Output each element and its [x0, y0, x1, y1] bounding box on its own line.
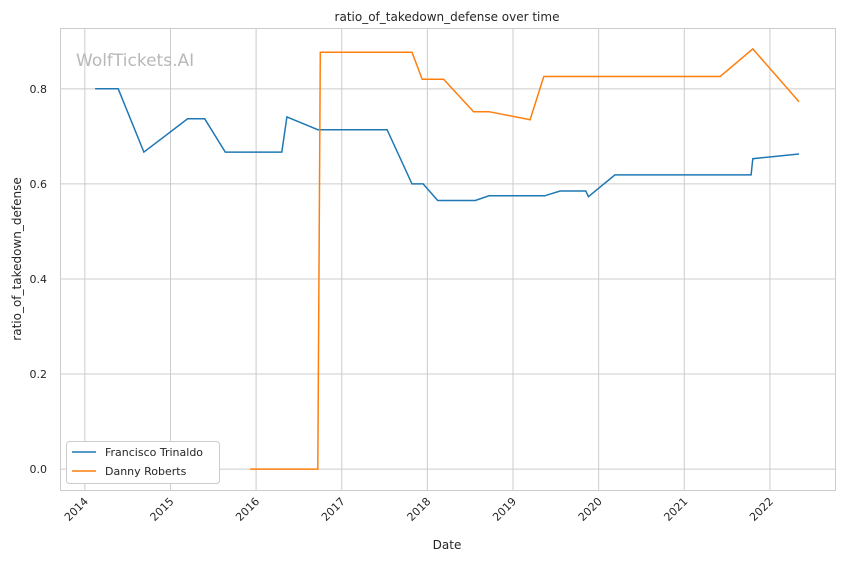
watermark: WolfTickets.AI	[76, 51, 194, 71]
x-tick-label: 2016	[233, 495, 262, 524]
x-tick-label: 2022	[747, 495, 776, 524]
legend-label-danny-roberts: Danny Roberts	[105, 465, 187, 478]
x-tick-label: 2015	[148, 495, 177, 524]
x-tick-label: 2021	[661, 495, 690, 524]
y-tick-label: 0.4	[30, 273, 48, 286]
x-tick-label: 2017	[319, 495, 348, 524]
y-tick-label: 0.8	[30, 83, 48, 96]
x-tick-label: 2018	[405, 495, 434, 524]
x-axis-label: Date	[433, 538, 462, 552]
x-tick-label: 2019	[490, 495, 519, 524]
chart-title: ratio_of_takedown_defense over time	[335, 10, 560, 24]
series-line-francisco-trinaldo	[95, 88, 800, 202]
legend: Francisco Trinaldo Danny Roberts	[66, 441, 220, 484]
legend-label-francisco-trinaldo: Francisco Trinaldo	[105, 446, 203, 459]
y-tick-label: 0.0	[30, 463, 48, 476]
y-tick-label: 0.6	[30, 178, 48, 191]
plot-frame	[60, 28, 836, 491]
series-line-danny-roberts	[250, 47, 800, 470]
y-axis-label: ratio_of_takedown_defense	[10, 177, 24, 340]
x-tick-label: 2014	[62, 495, 91, 524]
x-tick-label: 2020	[576, 495, 605, 524]
y-tick-label: 0.2	[30, 368, 48, 381]
